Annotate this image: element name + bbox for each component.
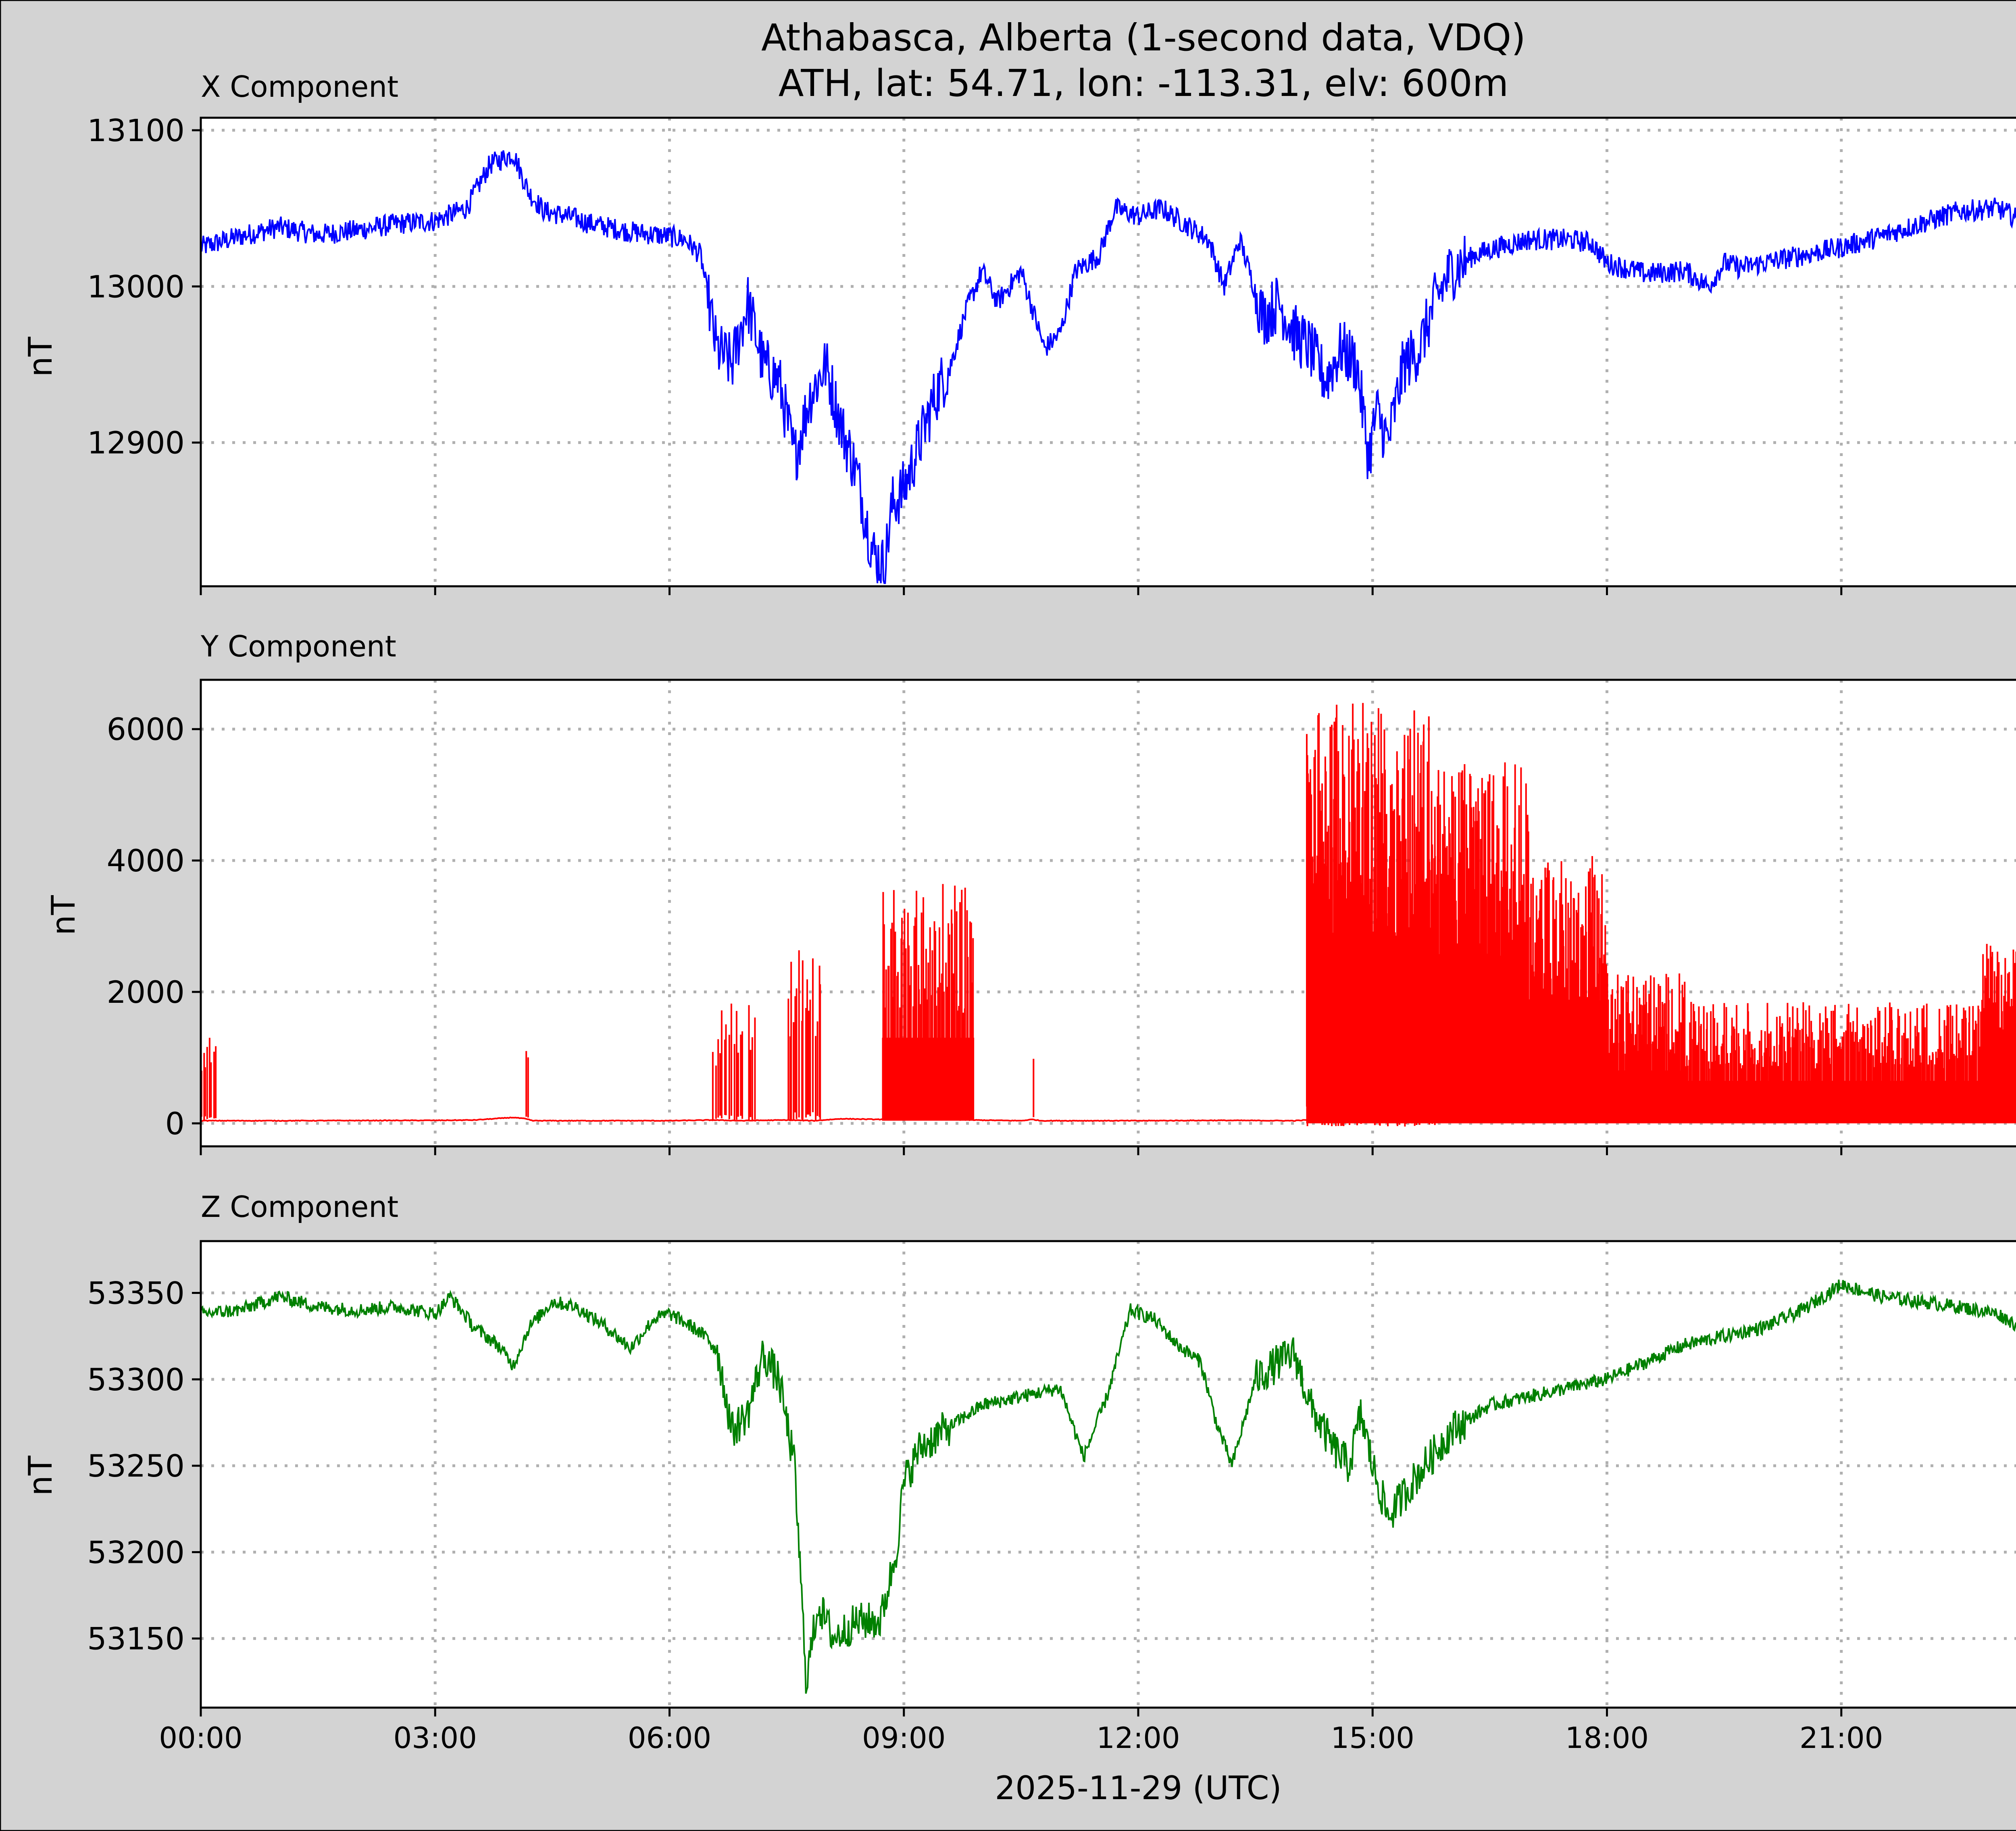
y-tick-label: 53300: [87, 1362, 185, 1398]
series-line-x: [200, 150, 2016, 584]
panel-y-title: Y Component: [200, 629, 396, 663]
panel-z-component: Z Component 53150 53200 53250 53300 53350 nT: [22, 1190, 2016, 1716]
x-tick-label: 18:00: [1565, 1721, 1649, 1755]
y-tick-label: 0: [165, 1106, 185, 1142]
x-tick-label: 00:00: [159, 1721, 243, 1755]
x-tick-label: 21:00: [1799, 1721, 1883, 1755]
line-z: [200, 1279, 2016, 1694]
x-tick-label: 06:00: [628, 1721, 712, 1755]
x-tick-label: 03:00: [394, 1721, 477, 1755]
series-line-z: [200, 1279, 2016, 1694]
x-axis-label: 2025-11-29 (UTC): [995, 1769, 1281, 1807]
y-tick-label: 6000: [107, 711, 185, 747]
x-tick-labels: 00:00 03:00 06:00 09:00 12:00 15:00 18:00 21:00: [159, 1721, 1883, 1755]
figure-title-line2: ATH, lat: 54.71, lon: -113.31, elv: 600m: [779, 62, 1509, 105]
y-tick-label: 53150: [87, 1621, 185, 1657]
y-tick-label: 4000: [107, 843, 185, 879]
line-y: [200, 703, 2016, 1127]
y-tick-label: 12900: [87, 425, 185, 461]
x-tick-label: 12:00: [1096, 1721, 1180, 1755]
y-tick-label: 53350: [87, 1275, 185, 1311]
y-tick-label: 13000: [87, 269, 185, 304]
y-ticks-x: 12900 13000 13100: [87, 112, 201, 461]
line-x: [200, 150, 2016, 584]
y-tick-label: 2000: [107, 974, 185, 1010]
figure-title-line1: Athabasca, Alberta (1-second data, VDQ): [761, 16, 1526, 59]
x-ticks-y: [200, 1146, 1843, 1155]
x-ticks-z: [200, 1708, 1843, 1716]
y-tick-label: 13100: [87, 112, 185, 148]
y-ticks-z: 53150 53200 53250 53300 53350: [87, 1275, 201, 1657]
y-ticks-y: 0 2000 4000 6000: [107, 711, 201, 1142]
y-axis-label-x: nT: [22, 336, 59, 377]
x-ticks-x: [200, 586, 1843, 595]
plot-area-z: [201, 1241, 2016, 1708]
x-tick-label: 09:00: [862, 1721, 946, 1755]
plot-area-x: [201, 118, 2016, 586]
x-tick-label: 15:00: [1331, 1721, 1415, 1755]
y-tick-label: 53200: [87, 1534, 185, 1570]
y-tick-label: 53250: [87, 1448, 185, 1484]
panel-z-title: Z Component: [201, 1190, 398, 1224]
panel-y-component: Y Component 0 2000 4000 6000 nT: [45, 629, 2016, 1155]
grid-x: [201, 118, 2016, 586]
y-axis-label-y: nT: [45, 895, 82, 935]
y-axis-label-z: nT: [22, 1455, 59, 1496]
panel-x-component: X Component 12900 13000 13100 nT: [22, 70, 2016, 595]
panel-x-title: X Component: [201, 70, 398, 104]
